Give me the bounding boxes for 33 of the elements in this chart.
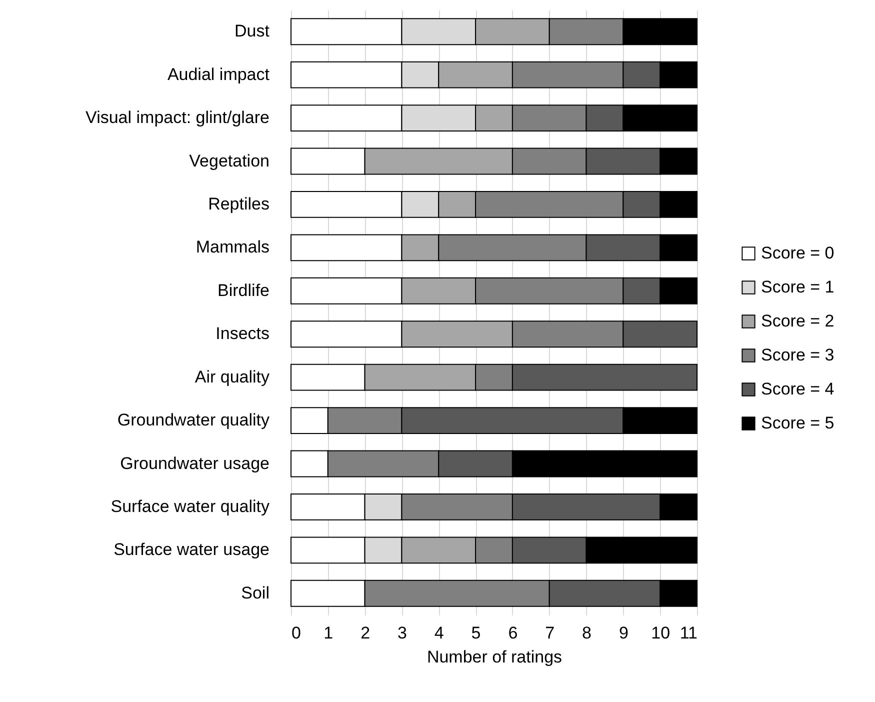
- y-tick-label: Soil: [241, 583, 270, 602]
- y-tick-label: Surface water usage: [114, 540, 270, 560]
- y-tick-label: Vegetation: [189, 151, 270, 170]
- x-tick-label: 10: [651, 624, 670, 642]
- x-tick-label: 0: [292, 624, 301, 642]
- x-tick-label: 7: [545, 624, 555, 642]
- y-tick-label: Dust: [234, 22, 270, 41]
- x-axis-title: Number of ratings: [426, 648, 562, 666]
- legend-label: Score = 5: [761, 414, 834, 432]
- y-tick-label: Audial impact: [167, 64, 270, 84]
- x-tick-label: 8: [582, 624, 592, 642]
- y-tick-label: Visual impact: glint/glare: [86, 108, 270, 128]
- x-tick-label: 1: [324, 624, 334, 642]
- legend-label: Score = 4: [761, 380, 834, 398]
- y-tick-label: Groundwater quality: [117, 410, 270, 430]
- x-tick-label: 3: [397, 624, 407, 642]
- legend-label: Score = 3: [761, 346, 834, 364]
- x-tick-label: 2: [360, 624, 370, 642]
- legend-label: Score = 2: [761, 312, 834, 330]
- legend-label: Score = 0: [761, 244, 834, 262]
- y-tick-label: Insects: [216, 324, 270, 344]
- x-tick-label: 9: [618, 624, 628, 642]
- x-tick-label: 11: [680, 624, 698, 642]
- y-tick-label: Surface water quality: [110, 496, 270, 516]
- x-tick-label: 6: [508, 624, 518, 642]
- x-tick-label: 5: [471, 624, 481, 642]
- y-tick-label: Reptiles: [208, 194, 270, 214]
- y-tick-label: Air quality: [194, 367, 270, 386]
- y-tick-label: Birdlife: [218, 280, 270, 300]
- y-tick-label: Groundwater usage: [120, 454, 270, 473]
- y-tick-label: Mammals: [196, 238, 270, 257]
- x-tick-label: 4: [434, 624, 444, 642]
- legend-label: Score = 1: [761, 278, 834, 296]
